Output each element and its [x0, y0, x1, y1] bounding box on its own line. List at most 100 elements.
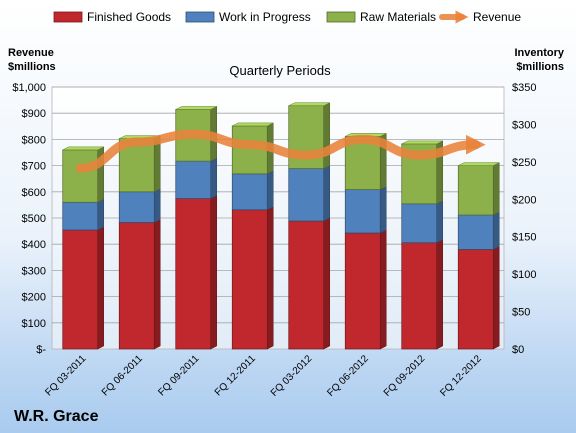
bar-work-in-progress-fq-09-2012-side — [436, 200, 444, 244]
bar-work-in-progress-fq-12-2012-side — [493, 211, 500, 250]
bar-finished-goods-fq-12-2012-front — [457, 249, 494, 350]
legend-label-work-in-progress: Work in Progress — [219, 10, 311, 24]
left-tick-4: $400 — [22, 239, 46, 251]
category-label-fq-06-2011: FQ 06-2011 — [100, 353, 145, 398]
right-tick-4: $200 — [512, 194, 536, 206]
legend-swatch-raw-materials — [326, 11, 356, 23]
bars — [62, 102, 500, 350]
bar-finished-goods-fq-09-2011-front — [175, 198, 212, 350]
bar-finished-goods-fq-06-2012-front — [344, 232, 381, 350]
category-label-fq-09-2012: FQ 09-2012 — [382, 353, 428, 399]
bar-work-in-progress-fq-12-2012 — [457, 211, 500, 250]
right-tick-0: $0 — [512, 344, 524, 356]
bar-work-in-progress-fq-12-2012-front — [457, 214, 494, 250]
chart-title: Quarterly Periods — [229, 63, 331, 78]
bar-work-in-progress-fq-06-2011-side — [154, 188, 161, 223]
bar-raw-materials-fq-09-2012-top — [401, 140, 443, 145]
bar-finished-goods-fq-09-2012-front — [401, 242, 438, 350]
left-tick-8: $800 — [22, 134, 46, 146]
category-label-fq-12-2012: FQ 12-2012 — [438, 353, 484, 399]
bar-raw-materials-fq-12-2012-front — [457, 165, 494, 216]
right-tick-6: $300 — [512, 119, 536, 131]
category-label-fq-03-2011: FQ 03-2011 — [43, 353, 88, 398]
bar-work-in-progress-fq-06-2011-front — [118, 191, 155, 223]
bar-finished-goods-fq-09-2011 — [175, 195, 218, 350]
right-tick-7: $350 — [512, 82, 536, 94]
right-tick-1: $50 — [512, 307, 530, 319]
right-axis-title-line2: $millions — [516, 61, 564, 73]
bar-raw-materials-fq-06-2012-front — [344, 136, 381, 190]
right-axis-title-line1: Inventory — [514, 47, 564, 59]
bar-finished-goods-fq-12-2011 — [231, 206, 274, 350]
legend-swatch-work-in-progress — [185, 11, 215, 23]
bar-work-in-progress-fq-03-2011-side — [97, 198, 105, 231]
bar-work-in-progress-fq-09-2011 — [175, 157, 218, 199]
left-tick-9: $900 — [22, 108, 46, 120]
bar-finished-goods-fq-03-2012 — [288, 217, 331, 350]
bar-raw-materials-fq-12-2012-top — [458, 162, 500, 166]
bar-finished-goods-fq-03-2012-side — [323, 217, 331, 350]
bar-work-in-progress-fq-06-2012-side — [380, 186, 387, 234]
revenue-line-layer — [75, 129, 486, 173]
right-tick-5: $250 — [512, 157, 536, 169]
bar-finished-goods-fq-06-2012-side — [380, 229, 387, 350]
bar-raw-materials-fq-03-2011-top — [62, 146, 104, 151]
company-label: W.R. Grace — [14, 408, 99, 425]
bar-finished-goods-fq-06-2011-side — [154, 219, 161, 350]
bar-finished-goods-fq-09-2011-side — [210, 195, 218, 350]
bar-finished-goods-fq-12-2011-front — [231, 209, 268, 350]
left-tick-1: $100 — [22, 318, 46, 330]
left-axis-title-line1: Revenue — [8, 47, 54, 59]
bar-work-in-progress-fq-12-2011-side — [267, 170, 274, 211]
bar-finished-goods-fq-03-2011-front — [62, 229, 99, 350]
bar-finished-goods-fq-09-2012 — [401, 239, 444, 350]
bar-work-in-progress-fq-09-2012 — [401, 200, 444, 244]
bar-raw-materials-fq-03-2012-top — [288, 102, 330, 106]
bar-raw-materials-fq-12-2012 — [457, 162, 500, 216]
bar-work-in-progress-fq-12-2011-front — [231, 173, 268, 211]
bar-raw-materials-fq-09-2011-top — [175, 106, 217, 110]
bar-raw-materials-fq-12-2012-side — [493, 162, 500, 216]
legend: Finished Goods Work in Progress Raw Materi… — [53, 10, 521, 24]
left-tick-10: $1,000 — [12, 82, 46, 94]
bar-finished-goods-fq-03-2012-front — [288, 220, 325, 350]
bar-finished-goods-fq-09-2012-side — [436, 239, 444, 350]
legend-label-revenue: Revenue — [473, 10, 521, 24]
bar-raw-materials-fq-03-2012-side — [323, 102, 331, 169]
legend-swatch-finished-goods — [53, 11, 83, 23]
left-tick-5: $500 — [22, 213, 46, 225]
left-tick-3: $300 — [22, 265, 46, 277]
bar-work-in-progress-fq-06-2012 — [344, 186, 387, 234]
left-tick-6: $600 — [22, 187, 46, 199]
right-tick-2: $100 — [512, 269, 536, 281]
bar-raw-materials-fq-03-2011 — [62, 146, 105, 203]
bar-finished-goods-fq-06-2011-front — [118, 222, 155, 350]
bar-work-in-progress-fq-06-2011 — [118, 188, 161, 223]
bar-work-in-progress-fq-03-2012-side — [323, 165, 331, 222]
right-tick-3: $150 — [512, 232, 536, 244]
revenue-line — [75, 129, 486, 173]
left-tick-7: $700 — [22, 161, 46, 173]
bar-work-in-progress-fq-09-2011-side — [210, 157, 218, 199]
category-label-fq-03-2012: FQ 03-2012 — [269, 353, 315, 399]
bar-finished-goods-fq-03-2011-side — [97, 226, 105, 350]
category-label-fq-09-2011: FQ 09-2011 — [156, 353, 201, 398]
bar-finished-goods-fq-12-2011-side — [267, 206, 274, 350]
bar-work-in-progress-fq-03-2012-front — [288, 168, 325, 222]
left-tick-0: $- — [36, 344, 46, 356]
bar-work-in-progress-fq-06-2012-front — [344, 189, 381, 234]
bar-raw-materials-fq-03-2011-front — [62, 149, 99, 203]
bar-finished-goods-fq-06-2012 — [344, 229, 387, 350]
left-tick-2: $200 — [22, 292, 46, 304]
category-label-fq-06-2012: FQ 06-2012 — [325, 353, 371, 399]
bar-work-in-progress-fq-12-2011 — [231, 170, 274, 211]
bar-finished-goods-fq-12-2012-side — [493, 246, 500, 350]
bar-work-in-progress-fq-09-2012-front — [401, 203, 438, 244]
bar-finished-goods-fq-06-2011 — [118, 219, 161, 350]
left-axis-title-line2: $millions — [8, 61, 56, 73]
bar-raw-materials-fq-12-2011 — [231, 122, 274, 175]
bar-raw-materials-fq-12-2011-top — [232, 122, 274, 127]
bar-work-in-progress-fq-09-2011-front — [175, 160, 212, 199]
